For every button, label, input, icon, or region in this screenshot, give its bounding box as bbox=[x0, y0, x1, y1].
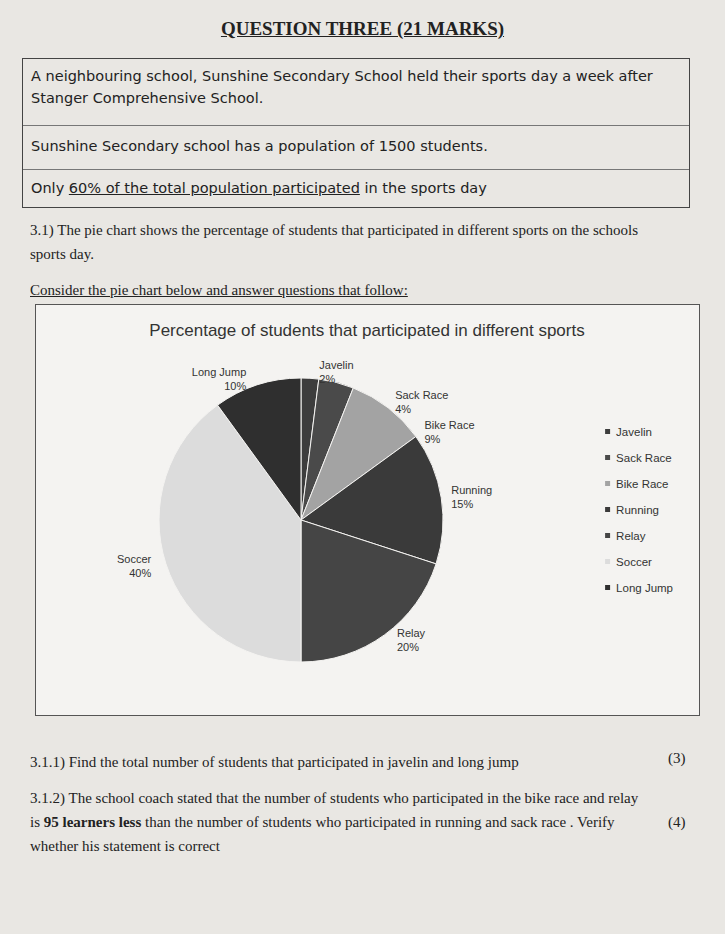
svg-text:20%: 20% bbox=[397, 641, 419, 653]
svg-text:Bike Race: Bike Race bbox=[424, 419, 474, 431]
svg-text:Sack Race: Sack Race bbox=[395, 389, 448, 401]
svg-text:2%: 2% bbox=[319, 373, 335, 385]
html-text:A neighbouring school, Sunshin: A neighbouring school, Sunshine Secondar… bbox=[31, 68, 653, 106]
html-text:Only 60% of the total populati: Only 60% of the total population partici… bbox=[31, 180, 487, 196]
html-text:3.1.1) Find the total number o: 3.1.1) Find the total number of students… bbox=[30, 754, 519, 770]
svg-text:15%: 15% bbox=[451, 498, 473, 510]
svg-text:Long Jump: Long Jump bbox=[616, 582, 673, 594]
svg-text:40%: 40% bbox=[129, 567, 151, 579]
html-text:3.1.2) The school coach stated: 3.1.2) The school coach stated that the … bbox=[30, 790, 639, 854]
svg-text:Soccer: Soccer bbox=[616, 556, 652, 568]
svg-text:4%: 4% bbox=[395, 403, 411, 415]
svg-text:Running: Running bbox=[451, 484, 492, 496]
svg-text:Soccer: Soccer bbox=[117, 553, 152, 565]
html-text:3.1) The pie chart shows the p: 3.1) The pie chart shows the percentage … bbox=[30, 222, 638, 262]
svg-text:Relay: Relay bbox=[616, 530, 646, 542]
svg-text:Javelin: Javelin bbox=[319, 359, 353, 371]
svg-text:Javelin: Javelin bbox=[616, 426, 652, 438]
svg-text:Sack Race: Sack Race bbox=[616, 452, 672, 464]
html-text:(4): (4) bbox=[668, 814, 686, 830]
html-text:Consider the pie chart below a: Consider the pie chart below and answer … bbox=[30, 282, 408, 298]
svg-text:Bike Race: Bike Race bbox=[616, 478, 668, 490]
html-text:(3): (3) bbox=[668, 750, 686, 766]
svg-text:Percentage of students that pa: Percentage of students that participated… bbox=[149, 321, 584, 340]
svg-text:Relay: Relay bbox=[397, 627, 426, 639]
svg-text:Running: Running bbox=[616, 504, 659, 516]
html-text:QUESTION THREE (21 MARKS): QUESTION THREE (21 MARKS) bbox=[220, 18, 504, 39]
svg-text:9%: 9% bbox=[424, 433, 440, 445]
svg-text:10%: 10% bbox=[224, 380, 246, 392]
svg-text:Long Jump: Long Jump bbox=[192, 366, 246, 378]
html-text:Sunshine Secondary school has: Sunshine Secondary school has a populati… bbox=[31, 138, 488, 154]
